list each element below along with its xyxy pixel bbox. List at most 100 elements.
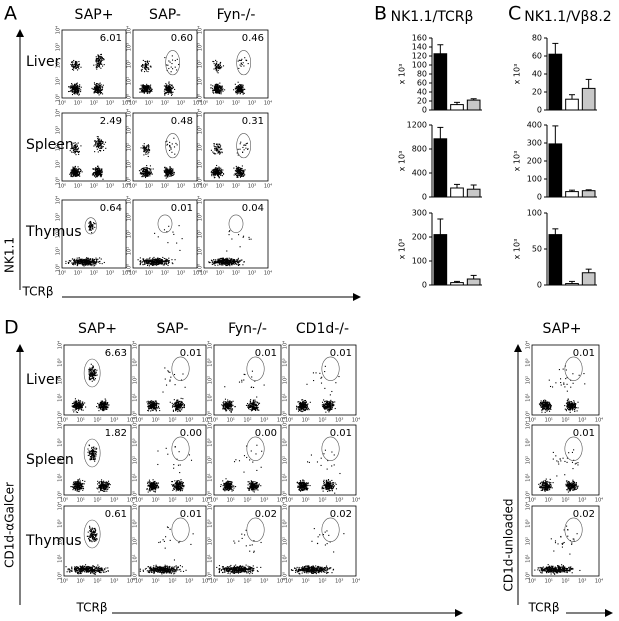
event-dot [76, 88, 77, 89]
event-dot [95, 263, 96, 264]
event-dot [75, 142, 76, 143]
event-dot [243, 172, 244, 173]
event-dot [88, 260, 89, 261]
event-dot [234, 406, 235, 407]
event-dot [223, 406, 224, 407]
event-dot [240, 85, 241, 86]
event-dot [151, 409, 152, 410]
event-dot [229, 234, 230, 235]
event-dot [166, 145, 167, 146]
event-dot [240, 169, 241, 170]
event-dot [78, 174, 79, 175]
event-dot [79, 171, 80, 172]
event-dot [99, 85, 100, 86]
event-dot [91, 265, 92, 266]
event-dot [240, 174, 241, 175]
x-tick-label: 10¹ [145, 101, 153, 107]
event-dot [78, 259, 79, 260]
event-dot [215, 171, 216, 172]
event-dot [220, 264, 221, 265]
event-dot [168, 263, 169, 264]
event-dot [101, 258, 102, 259]
event-dot [145, 167, 146, 168]
event-dot [235, 84, 236, 85]
event-dot [231, 258, 232, 259]
x-tick-label: 10¹ [74, 271, 82, 277]
event-dot [74, 145, 75, 146]
event-dot [99, 56, 100, 57]
event-dot [235, 173, 236, 174]
event-dot [168, 226, 169, 227]
event-dot [245, 145, 246, 146]
event-dot [79, 405, 80, 406]
y-tick-label: 10³ [208, 358, 214, 366]
event-dot [73, 403, 74, 404]
event-dot [150, 90, 151, 91]
event-dot [212, 85, 213, 86]
event-dot [99, 405, 100, 406]
event-dot [172, 403, 173, 404]
event-dot [74, 66, 75, 67]
event-dot [254, 409, 255, 410]
event-dot [101, 86, 102, 87]
event-dot [164, 93, 165, 94]
event-dot [96, 142, 97, 143]
event-dot [214, 153, 215, 154]
event-dot [150, 410, 151, 411]
y-tick-label: 10² [198, 230, 204, 238]
event-dot [221, 264, 222, 265]
event-dot [85, 407, 86, 408]
event-dot [230, 261, 231, 262]
gate-percent: 0.01 [255, 348, 277, 359]
event-dot [75, 406, 76, 407]
event-dot [164, 261, 165, 262]
event-dot [168, 172, 169, 173]
event-dot [74, 404, 75, 405]
event-dot [237, 87, 238, 88]
event-dot [177, 411, 178, 412]
event-dot [221, 263, 222, 264]
event-dot [148, 85, 149, 86]
event-dot [174, 154, 175, 155]
event-dot [102, 143, 103, 144]
event-dot [244, 93, 245, 94]
event-dot [169, 168, 170, 169]
event-dot [244, 171, 245, 172]
event-dot [149, 169, 150, 170]
y-tick-label: 10² [127, 60, 133, 68]
event-dot [216, 92, 217, 93]
event-dot [171, 259, 172, 260]
event-dot [172, 94, 173, 95]
event-dot [101, 146, 102, 147]
event-dot [213, 259, 214, 260]
flow-plot: 6.0110⁰10⁰10¹10¹10²10²10³10³10⁴10⁴ [56, 26, 131, 107]
event-dot [165, 174, 166, 175]
event-dot [217, 71, 218, 72]
event-dot [154, 260, 155, 261]
event-dot [142, 66, 143, 67]
event-dot [165, 173, 166, 174]
event-dot [220, 173, 221, 174]
event-dot [215, 172, 216, 173]
event-dot [72, 170, 73, 171]
event-dot [167, 242, 168, 243]
event-dot [225, 408, 226, 409]
event-dot [162, 262, 163, 263]
event-dot [76, 173, 77, 174]
event-dot [178, 403, 179, 404]
event-dot [253, 407, 254, 408]
event-dot [87, 263, 88, 264]
event-dot [214, 263, 215, 264]
event-dot [141, 91, 142, 92]
event-dot [73, 264, 74, 265]
event-dot [89, 372, 90, 373]
event-dot [72, 403, 73, 404]
flow-plot: 6.6310⁰10⁰10¹10¹10²10²10³10³10⁴10⁴ [58, 341, 136, 424]
event-dot [156, 401, 157, 402]
event-dot [69, 91, 70, 92]
y-tick-label: 10⁴ [58, 341, 64, 349]
x-tick-label: 10³ [106, 101, 114, 107]
event-dot [223, 259, 224, 260]
event-dot [238, 264, 239, 265]
event-dot [75, 148, 76, 149]
